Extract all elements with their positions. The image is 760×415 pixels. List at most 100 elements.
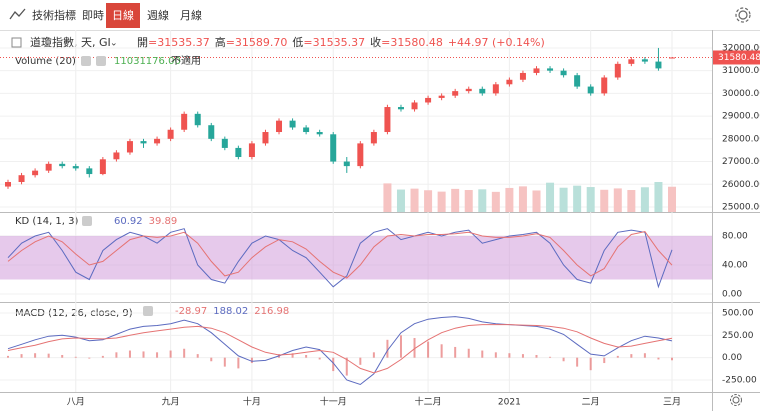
x-tick-label: 二月 — [582, 397, 600, 408]
price-label: 31580.48 — [718, 53, 760, 63]
candle-body — [397, 107, 404, 110]
candle-body — [303, 127, 310, 133]
macd-histogram — [196, 354, 199, 358]
volume-bar — [532, 190, 541, 212]
macd-histogram — [399, 335, 402, 358]
legend-number: =31535.37 — [303, 36, 365, 49]
candle-body — [154, 138, 161, 144]
toolbar-item[interactable]: 技術指標 — [32, 8, 76, 22]
macd-histogram — [47, 353, 50, 358]
toolbar-item[interactable]: 即時 — [82, 9, 104, 22]
y-tick-label: 31000.00 — [722, 66, 760, 76]
candle-body — [425, 97, 432, 103]
candle-body — [208, 125, 215, 139]
candle-body — [86, 168, 93, 175]
y-tick-label: 40.00 — [722, 260, 748, 270]
candle-body — [384, 107, 391, 133]
settings-icon-small[interactable] — [730, 394, 742, 406]
volume-bar — [478, 189, 487, 212]
macd-histogram — [183, 348, 186, 358]
candle-body — [492, 84, 499, 94]
macd-histogram — [34, 353, 37, 358]
candle-body — [316, 132, 323, 135]
indicator-line — [7, 231, 673, 279]
legend-value: 收=31580.48 — [370, 35, 443, 49]
macd-histogram — [481, 350, 484, 358]
series-title: 道瓊指數, 天, GI — [30, 35, 111, 49]
candle-body — [601, 77, 608, 94]
candle-body — [99, 159, 106, 175]
volume-bar — [668, 186, 676, 212]
volume-bar — [600, 189, 609, 212]
settings-mini[interactable] — [96, 56, 106, 66]
candle-body — [669, 57, 675, 59]
macd-histogram — [74, 356, 77, 358]
legend-value: 低=31535.37 — [292, 36, 365, 49]
legend-key: 高 — [215, 35, 226, 49]
candle-body — [113, 152, 120, 160]
macd-histogram — [210, 357, 213, 362]
macd-histogram — [427, 341, 430, 358]
legend-value: -28.97 — [175, 306, 207, 317]
macd-histogram — [576, 357, 579, 367]
macd-histogram — [332, 357, 335, 372]
macd-histogram — [454, 346, 457, 358]
candle-body — [126, 141, 133, 153]
indicator-line — [7, 316, 673, 386]
candle-body — [45, 163, 52, 171]
dropdown-caret[interactable]: ⌄ — [110, 39, 118, 49]
volume-bar — [424, 190, 433, 212]
toolbar-item[interactable]: 週線 — [147, 8, 169, 22]
candle-body — [181, 113, 188, 130]
candle-body — [343, 161, 350, 167]
macd-histogram — [494, 352, 497, 358]
eye-icon[interactable] — [143, 306, 153, 316]
volume-bar — [464, 190, 473, 212]
x-tick-label: 三月 — [663, 397, 681, 408]
volume-bar — [518, 186, 527, 212]
settings-icon[interactable] — [735, 7, 751, 23]
macd-histogram — [467, 348, 470, 358]
macd-histogram — [549, 356, 552, 358]
x-tick-label: 2021 — [498, 398, 521, 408]
macd-histogram — [223, 357, 226, 367]
candle-body — [574, 75, 581, 87]
collapse-icon[interactable] — [11, 37, 22, 48]
legend-value: 60.92 — [114, 216, 143, 227]
volume-bar — [586, 187, 595, 212]
volume-bar — [640, 187, 649, 212]
toolbar-item[interactable]: 月線 — [180, 8, 202, 22]
legend-key: 開 — [137, 36, 148, 49]
toolbar-item[interactable]: 日線 — [112, 8, 134, 22]
legend-value: 39.89 — [149, 216, 178, 227]
macd-histogram — [61, 354, 64, 358]
volume-bar — [491, 191, 500, 212]
candle-body — [655, 61, 662, 69]
candle-body — [438, 95, 445, 98]
indicator-icon[interactable] — [9, 8, 26, 20]
macd-histogram — [318, 357, 321, 360]
macd-histogram — [671, 357, 673, 361]
candle-body — [140, 141, 147, 144]
volume-bar — [505, 187, 514, 212]
volume-bar — [396, 189, 405, 212]
macd-histogram — [440, 344, 443, 358]
active-tab[interactable] — [106, 3, 140, 28]
macd-histogram — [359, 357, 362, 365]
macd-histogram — [616, 355, 619, 358]
eye-icon[interactable] — [82, 216, 92, 226]
candle-body — [547, 68, 554, 71]
volume-bar — [451, 188, 460, 212]
y-tick-label: -250.00 — [722, 376, 757, 386]
candle-body — [276, 120, 283, 133]
macd-histogram — [521, 354, 524, 358]
eye-icon[interactable] — [81, 56, 91, 66]
legend-value: 188.02 — [213, 306, 248, 317]
macd-histogram — [128, 350, 131, 358]
candle-body — [479, 88, 486, 94]
y-tick-label: 26000.00 — [722, 180, 760, 190]
x-tick-label: 十一月 — [320, 396, 347, 408]
y-tick-label: 28000.00 — [722, 134, 760, 144]
macd-histogram — [508, 353, 511, 358]
